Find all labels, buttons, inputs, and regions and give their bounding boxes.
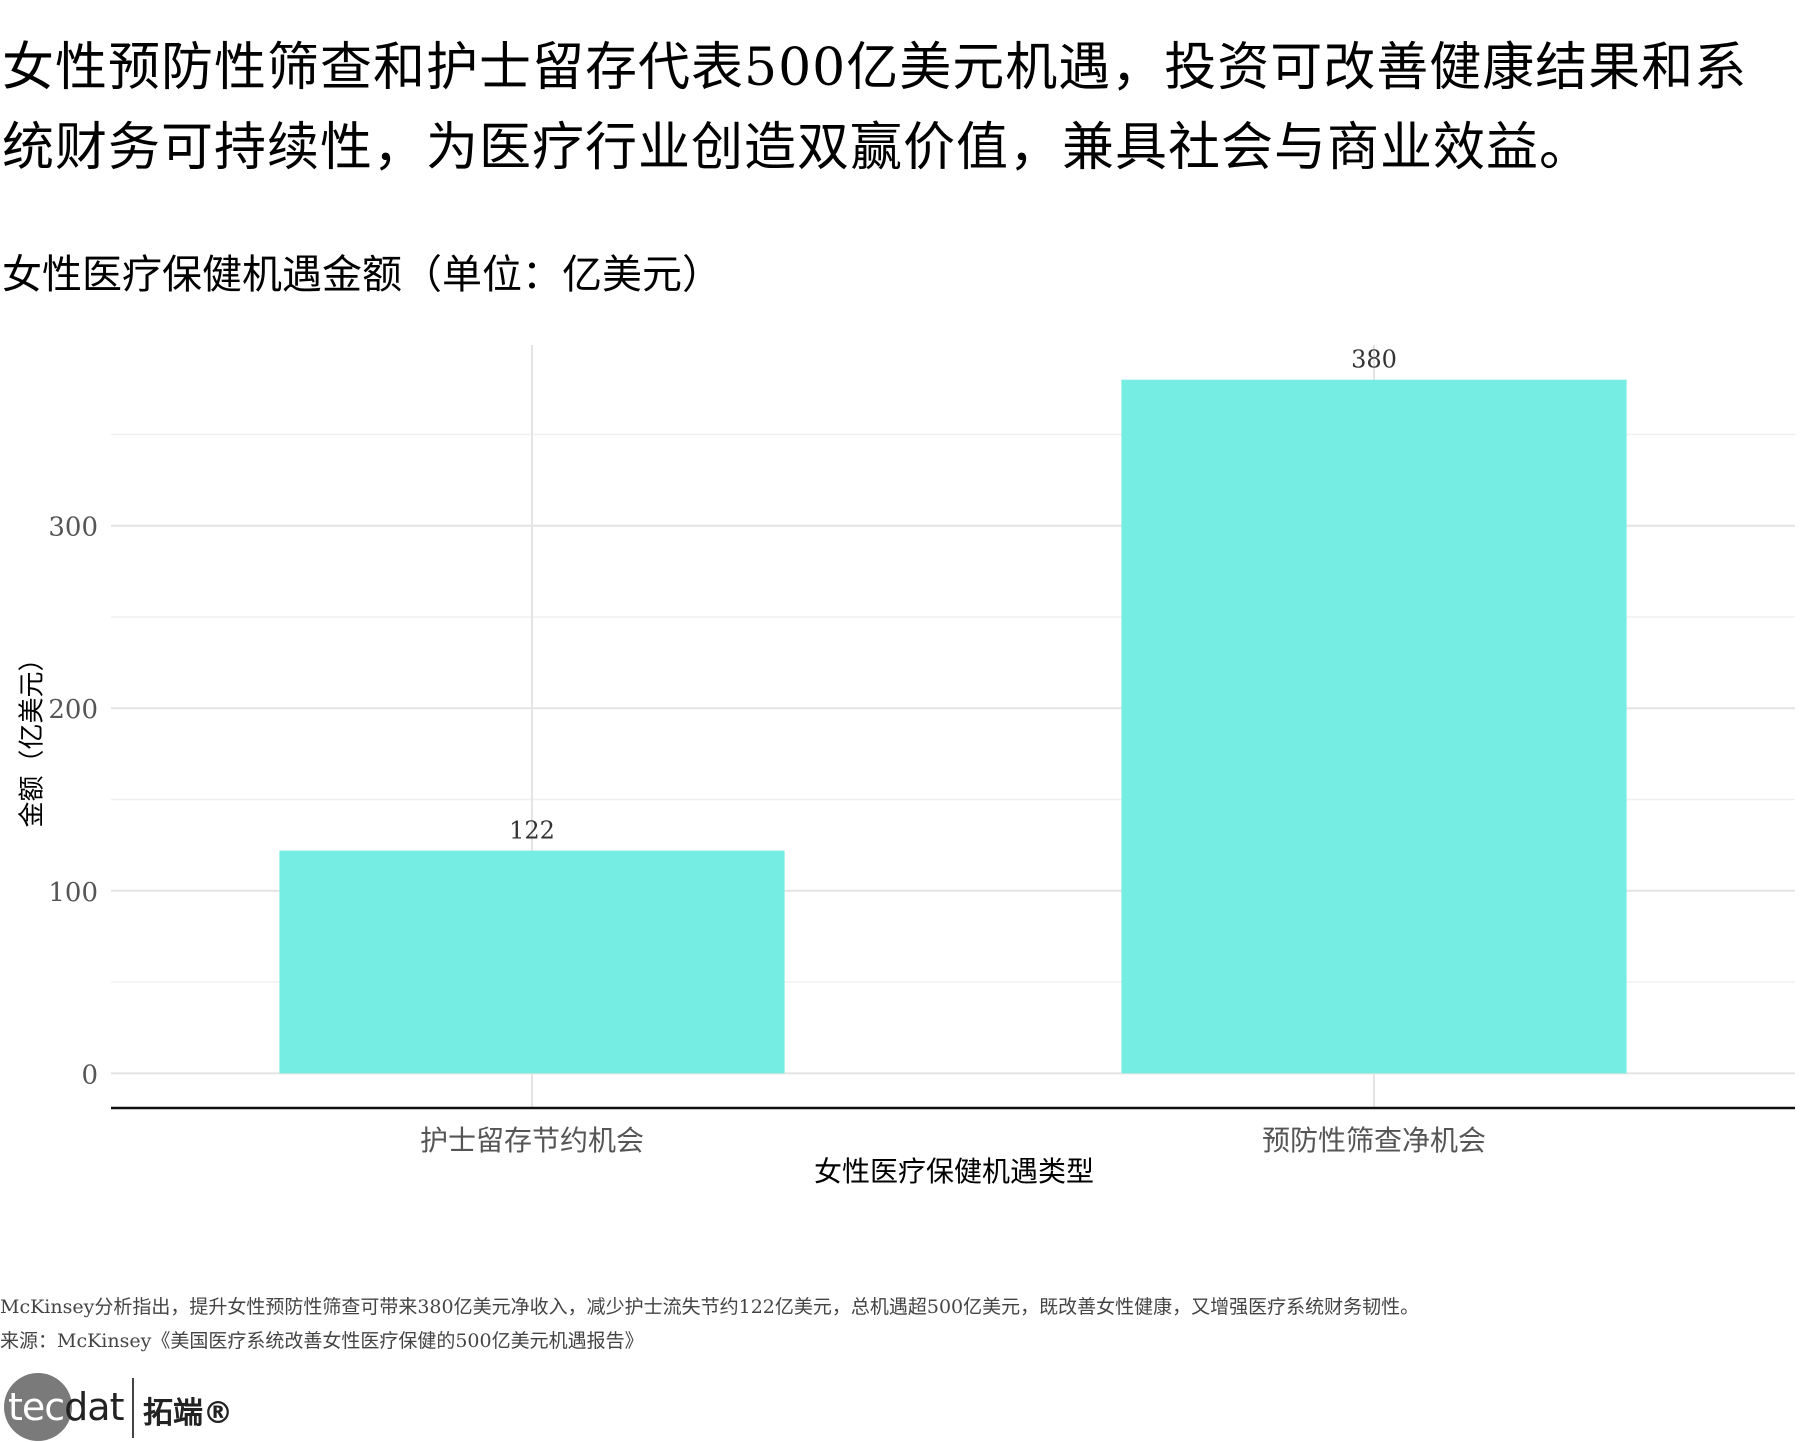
- x-tick-label: 预防性筛查净机会: [1262, 1124, 1486, 1157]
- caption-note: McKinsey分析指出，提升女性预防性筛查可带来380亿美元净收入，减少护士流…: [0, 1296, 1420, 1318]
- y-tick-label: 300: [48, 513, 98, 543]
- y-tick-label: 200: [48, 695, 98, 725]
- y-tick-label: 0: [81, 1060, 98, 1090]
- data-label: 122: [509, 817, 555, 845]
- caption: McKinsey分析指出，提升女性预防性筛查可带来380亿美元净收入，减少护士流…: [0, 1290, 1790, 1358]
- bar: [1121, 379, 1627, 1074]
- x-axis-label: 女性医疗保健机遇类型: [813, 1155, 1094, 1188]
- logo: [4, 1372, 72, 1442]
- logo-text-part1: tec: [8, 1385, 65, 1429]
- headline: 女性预防性筛查和护士留存代表500亿美元机遇，投资可改善健康结果和系统财务可持续…: [2, 38, 1748, 178]
- bar-chart: 0 100 200 300 122 护士留存节约机会 380 预防性筛查净机会: [48, 345, 1795, 1157]
- logo-cn-text: 拓端®: [143, 1396, 233, 1431]
- caption-source: 来源：McKinsey《美国医疗系统改善女性医疗保健的500亿美元机遇报告》: [0, 1330, 644, 1352]
- logo-circle: [4, 1373, 72, 1441]
- y-axis-label: 金额（亿美元）: [17, 644, 48, 828]
- x-tick-label: 护士留存节约机会: [420, 1124, 644, 1157]
- data-label: 380: [1351, 346, 1397, 374]
- logo-wordmark: tecdat: [8, 1385, 124, 1429]
- y-axis-label-box: 金额（亿美元）: [2, 636, 58, 836]
- bar: [279, 850, 785, 1074]
- y-tick-label: 100: [48, 878, 98, 908]
- logo-text-part2: dat: [64, 1385, 124, 1429]
- chart-title: 女性医疗保健机遇金额（单位：亿美元）: [2, 252, 722, 298]
- logo-divider: [132, 1378, 134, 1438]
